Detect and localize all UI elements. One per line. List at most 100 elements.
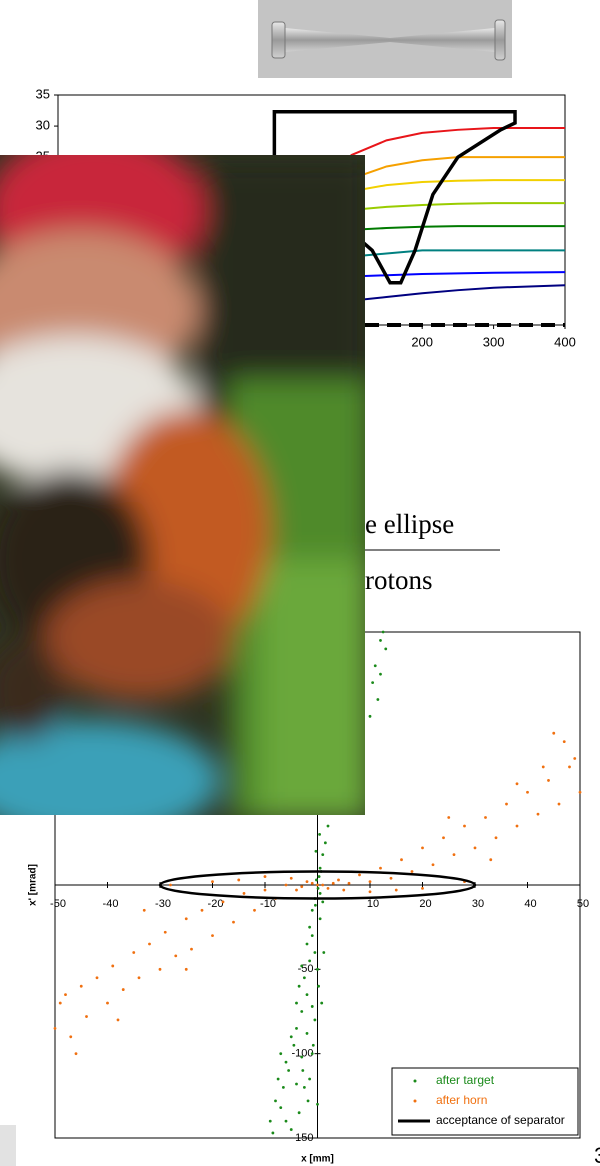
acceptance-ellipse <box>158 870 477 900</box>
scatter-point <box>53 1026 57 1030</box>
scatter-point <box>421 846 424 850</box>
scatter-point <box>237 878 241 882</box>
scatter-point <box>484 816 487 819</box>
scatter-point <box>310 934 314 937</box>
scatter-point <box>337 878 340 882</box>
scatter-point <box>169 883 172 887</box>
scatter-point <box>279 1106 283 1110</box>
legend-label: after horn <box>436 1093 487 1107</box>
scatter-point <box>211 880 214 884</box>
scatter-point <box>308 925 312 929</box>
scatter-point <box>314 849 318 853</box>
x-tick-label: 10 <box>367 898 379 910</box>
scatter-point <box>562 740 566 744</box>
scatter-point <box>431 863 435 867</box>
scatter-point <box>116 1018 120 1022</box>
scatter-point <box>302 1086 306 1089</box>
scatter-point <box>347 881 351 885</box>
scatter-point <box>321 853 325 857</box>
scatter-point <box>232 920 235 924</box>
scatter-point <box>279 1052 283 1056</box>
scatter-point <box>316 883 319 887</box>
scatter-point <box>64 993 67 997</box>
legend-label: after target <box>436 1073 495 1087</box>
x-tick-label: 50 <box>577 898 589 910</box>
line-series <box>350 284 566 302</box>
legend-marker <box>413 1099 417 1103</box>
scatter-point <box>308 1077 312 1081</box>
scatter-point <box>368 714 372 718</box>
scatter-point <box>292 1043 296 1047</box>
scatter-point <box>121 988 125 991</box>
scatter-point <box>317 875 321 878</box>
scatter-point <box>263 875 267 878</box>
scatter-point <box>389 876 393 880</box>
scatter-point <box>301 1069 305 1072</box>
scatter-point <box>505 802 508 806</box>
scatter-point <box>289 1128 293 1131</box>
scatter-point <box>242 892 246 895</box>
scatter-point <box>295 1082 298 1086</box>
scatter-point <box>316 886 320 890</box>
scatter-point <box>568 765 571 769</box>
scatter-point <box>184 967 188 971</box>
x-tick-label: 40 <box>524 898 536 910</box>
scatter-point <box>536 812 540 816</box>
scatter-point <box>85 1015 88 1018</box>
y-tick-label: -100 <box>291 1048 313 1060</box>
line-series <box>350 202 565 211</box>
scatter-point <box>442 836 445 840</box>
scatter-point <box>313 951 317 954</box>
scatter-point <box>313 1018 317 1022</box>
scatter-point <box>573 757 577 760</box>
scatter-point <box>447 816 451 819</box>
scatter-point <box>211 934 214 937</box>
scatter-point <box>310 1005 314 1008</box>
line-series <box>350 156 565 180</box>
scatter-point <box>526 790 529 794</box>
scatter-point <box>331 881 335 885</box>
page-number: 3 <box>594 1143 600 1166</box>
scatter-point <box>148 942 151 946</box>
scatter-point <box>310 881 314 885</box>
x-tick-label: -10 <box>260 898 276 910</box>
x-tick-label: 300 <box>483 334 505 349</box>
scatter-point <box>318 866 322 870</box>
scatter-point <box>305 942 309 946</box>
scatter-point <box>132 951 136 954</box>
scatter-point <box>58 1001 62 1005</box>
scatter-point <box>358 873 361 877</box>
gnome-photo <box>0 155 365 815</box>
scatter-point <box>316 1102 319 1106</box>
scatter-point <box>314 903 317 907</box>
scatter-point <box>421 886 424 890</box>
scatter-point <box>295 888 298 892</box>
scatter-point <box>326 886 330 890</box>
scatter-point <box>95 976 99 980</box>
scatter-point <box>300 964 304 968</box>
scatter-point <box>297 1111 301 1115</box>
scatter-point <box>316 967 319 971</box>
scatter-point <box>274 1099 277 1103</box>
scatter-point <box>384 647 388 651</box>
scatter-point <box>200 908 204 912</box>
scatter-point <box>184 917 188 921</box>
scatter-point <box>410 870 414 873</box>
scatter-point <box>315 878 318 882</box>
scatter-point <box>394 888 398 892</box>
scatter-point <box>371 681 375 684</box>
x-tick-label: -40 <box>103 898 119 910</box>
scatter-point <box>547 779 550 782</box>
scatter-point <box>74 1052 78 1056</box>
line-series <box>350 249 565 258</box>
scatter-point <box>253 908 256 912</box>
scatter-point <box>552 731 556 735</box>
scatter-point <box>284 1119 288 1123</box>
scatter-point <box>174 954 178 958</box>
scatter-point <box>295 1026 298 1030</box>
x-tick-label: -30 <box>155 898 171 910</box>
y-tick-label: 35 <box>36 86 50 101</box>
scatter-point <box>300 885 304 889</box>
scatter-point <box>158 967 162 971</box>
scatter-point <box>373 664 377 668</box>
